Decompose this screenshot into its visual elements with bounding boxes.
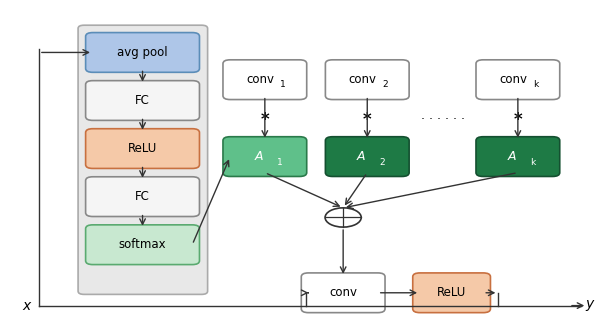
FancyBboxPatch shape: [413, 273, 491, 313]
Text: FC: FC: [135, 190, 150, 203]
FancyBboxPatch shape: [223, 137, 306, 176]
Text: ReLU: ReLU: [437, 286, 466, 299]
Text: avg pool: avg pool: [117, 46, 168, 59]
Text: *: *: [261, 111, 269, 129]
Text: conv: conv: [246, 73, 274, 86]
Text: $y$: $y$: [585, 298, 595, 313]
FancyBboxPatch shape: [86, 177, 199, 216]
FancyBboxPatch shape: [476, 60, 560, 99]
Text: conv: conv: [499, 73, 527, 86]
Text: *: *: [514, 111, 522, 129]
FancyBboxPatch shape: [86, 33, 199, 72]
FancyBboxPatch shape: [302, 273, 385, 313]
Text: FC: FC: [135, 94, 150, 107]
Text: 1: 1: [280, 80, 286, 89]
Text: conv: conv: [329, 286, 357, 299]
Text: A: A: [357, 150, 365, 163]
FancyBboxPatch shape: [86, 81, 199, 120]
FancyBboxPatch shape: [78, 25, 207, 294]
Text: *: *: [363, 111, 371, 129]
FancyBboxPatch shape: [223, 60, 306, 99]
Text: 2: 2: [382, 80, 388, 89]
Text: 1: 1: [277, 158, 283, 167]
Text: k: k: [530, 158, 536, 167]
FancyBboxPatch shape: [86, 225, 199, 265]
Text: conv: conv: [348, 73, 376, 86]
Text: A: A: [508, 150, 516, 163]
Text: ReLU: ReLU: [128, 142, 157, 155]
Text: softmax: softmax: [119, 238, 167, 251]
FancyBboxPatch shape: [86, 129, 199, 169]
FancyBboxPatch shape: [325, 137, 409, 176]
Text: · · · · · ·: · · · · · ·: [421, 113, 465, 126]
Text: 2: 2: [379, 158, 385, 167]
Text: A: A: [255, 150, 263, 163]
Text: $x$: $x$: [21, 299, 32, 313]
Text: k: k: [533, 80, 539, 89]
FancyBboxPatch shape: [476, 137, 560, 176]
FancyBboxPatch shape: [325, 60, 409, 99]
